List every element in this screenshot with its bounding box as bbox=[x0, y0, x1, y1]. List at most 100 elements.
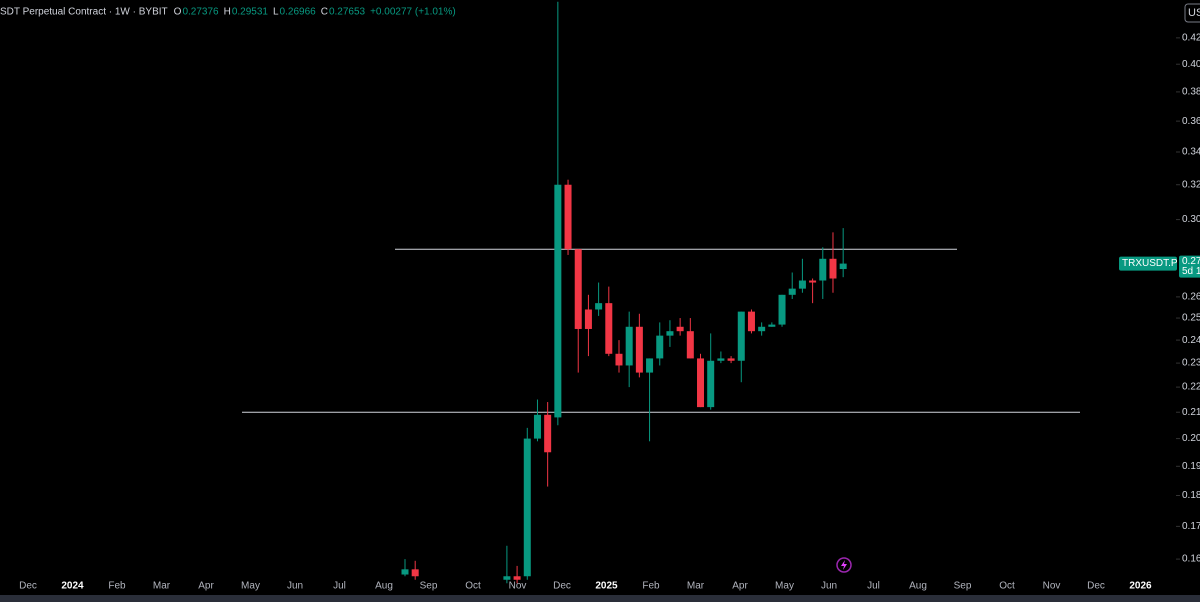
bottom-bar bbox=[0, 595, 1200, 602]
x-tick-label: Oct bbox=[999, 581, 1015, 592]
candle-body bbox=[686, 331, 694, 359]
legend-header: SDT Perpetual Contract · 1W · BYBIT O 0.27… bbox=[0, 7, 456, 18]
candle-body bbox=[635, 326, 643, 373]
y-tick-label: 0.17 bbox=[1182, 521, 1200, 532]
x-tick-label: Jun bbox=[287, 581, 303, 592]
y-tick-label: 0.18 bbox=[1182, 490, 1200, 501]
candle-body bbox=[829, 258, 837, 279]
ohlc-change: +0.00277 (+1.01%) bbox=[370, 7, 456, 18]
x-tick-label: Nov bbox=[1043, 581, 1061, 592]
candle-body bbox=[697, 358, 705, 408]
candle-body bbox=[666, 331, 674, 336]
candle-body bbox=[513, 576, 521, 580]
candle-body bbox=[758, 326, 766, 332]
currency-button[interactable] bbox=[1184, 3, 1200, 23]
x-tick-label: Aug bbox=[909, 581, 927, 592]
candle-body bbox=[737, 311, 745, 361]
y-tick-label: 0.16 bbox=[1182, 554, 1200, 565]
candle-body bbox=[646, 358, 654, 373]
candle-body bbox=[676, 326, 684, 332]
candle-body bbox=[554, 184, 562, 418]
y-tick-label: 0.21 bbox=[1182, 407, 1200, 418]
candle-body bbox=[584, 309, 592, 329]
y-tick-label: 0.24 bbox=[1182, 335, 1200, 346]
x-tick-label: May bbox=[241, 581, 260, 592]
ohlc-value: 0.26966 bbox=[280, 7, 317, 18]
candle-body bbox=[544, 414, 552, 453]
y-tick-label: 0.32 bbox=[1182, 179, 1200, 190]
x-tick-label: 2025 bbox=[595, 581, 618, 592]
candle-body bbox=[533, 414, 541, 439]
candle-body bbox=[798, 280, 806, 289]
y-tick-label: 0.30 bbox=[1182, 214, 1200, 225]
ohlc-key: L bbox=[273, 7, 279, 18]
x-tick-label: Mar bbox=[153, 581, 171, 592]
x-tick-label: Dec bbox=[19, 581, 37, 592]
lightning-icon bbox=[836, 557, 852, 573]
x-tick-label: Dec bbox=[1087, 581, 1105, 592]
symbol-badge bbox=[1119, 256, 1177, 271]
candle-body bbox=[595, 303, 603, 310]
y-tick-label: 0.36 bbox=[1182, 116, 1200, 127]
candle-body bbox=[656, 335, 664, 359]
candle-body bbox=[809, 280, 817, 283]
candle-body bbox=[615, 353, 623, 366]
ohlc-value: 0.27376 bbox=[182, 7, 219, 18]
x-tick-label: Apr bbox=[732, 581, 748, 592]
y-tick-label: 0.23 bbox=[1182, 358, 1200, 369]
currency-label: USD bbox=[1188, 7, 1200, 19]
x-tick-label: Mar bbox=[687, 581, 705, 592]
x-tick-label: 2026 bbox=[1129, 581, 1152, 592]
x-tick-label: Sep bbox=[954, 581, 972, 592]
x-tick-label: Feb bbox=[108, 581, 126, 592]
candle-body bbox=[707, 360, 715, 408]
candle-body bbox=[819, 258, 827, 281]
x-tick-label: Aug bbox=[375, 581, 393, 592]
countdown-label: 5d 1 bbox=[1182, 266, 1200, 277]
x-tick-label: Apr bbox=[198, 581, 214, 592]
price-badge-label: 0.27 bbox=[1182, 256, 1200, 267]
symbol-title: SDT Perpetual Contract · 1W · BYBIT bbox=[0, 7, 168, 18]
candle-body bbox=[625, 326, 633, 366]
y-tick-label: 0.19 bbox=[1182, 461, 1200, 472]
candle-body bbox=[768, 324, 776, 327]
candle-body bbox=[747, 311, 755, 332]
x-tick-label: Jul bbox=[333, 581, 346, 592]
x-tick-label: Nov bbox=[509, 581, 527, 592]
x-tick-label: Dec bbox=[553, 581, 571, 592]
x-tick-label: Jul bbox=[867, 581, 880, 592]
candle-body bbox=[717, 358, 725, 361]
x-tick-label: Jun bbox=[821, 581, 837, 592]
ohlc-value: 0.29531 bbox=[232, 7, 269, 18]
y-tick-label: 0.40 bbox=[1182, 59, 1200, 70]
y-tick-label: 0.34 bbox=[1182, 147, 1200, 158]
y-tick-label: 0.25 bbox=[1182, 313, 1200, 324]
x-tick-label: May bbox=[775, 581, 794, 592]
candle-body bbox=[839, 263, 847, 270]
x-tick-label: 2024 bbox=[61, 581, 84, 592]
candle-body bbox=[788, 288, 796, 295]
candle-body bbox=[605, 303, 613, 354]
candle-body bbox=[411, 569, 419, 577]
ohlc-key: H bbox=[224, 7, 231, 18]
candle-body bbox=[727, 358, 735, 361]
ohlc-key: O bbox=[174, 7, 182, 18]
candle-body bbox=[401, 569, 409, 575]
y-tick-label: 0.22 bbox=[1182, 382, 1200, 393]
x-tick-label: Feb bbox=[642, 581, 660, 592]
ohlc-key: C bbox=[321, 7, 328, 18]
x-tick-label: Oct bbox=[465, 581, 481, 592]
y-tick-label: 0.26 bbox=[1182, 292, 1200, 303]
candle-body bbox=[523, 438, 531, 577]
y-tick-label: 0.20 bbox=[1182, 433, 1200, 444]
y-tick-label: 0.42 bbox=[1182, 33, 1200, 44]
y-tick-label: 0.38 bbox=[1182, 87, 1200, 98]
price-badge bbox=[1179, 255, 1200, 278]
candle-body bbox=[503, 576, 511, 580]
candle-body bbox=[778, 294, 786, 325]
symbol-badge-label: TRXUSDT.P bbox=[1122, 258, 1178, 269]
candle-body bbox=[574, 249, 582, 329]
